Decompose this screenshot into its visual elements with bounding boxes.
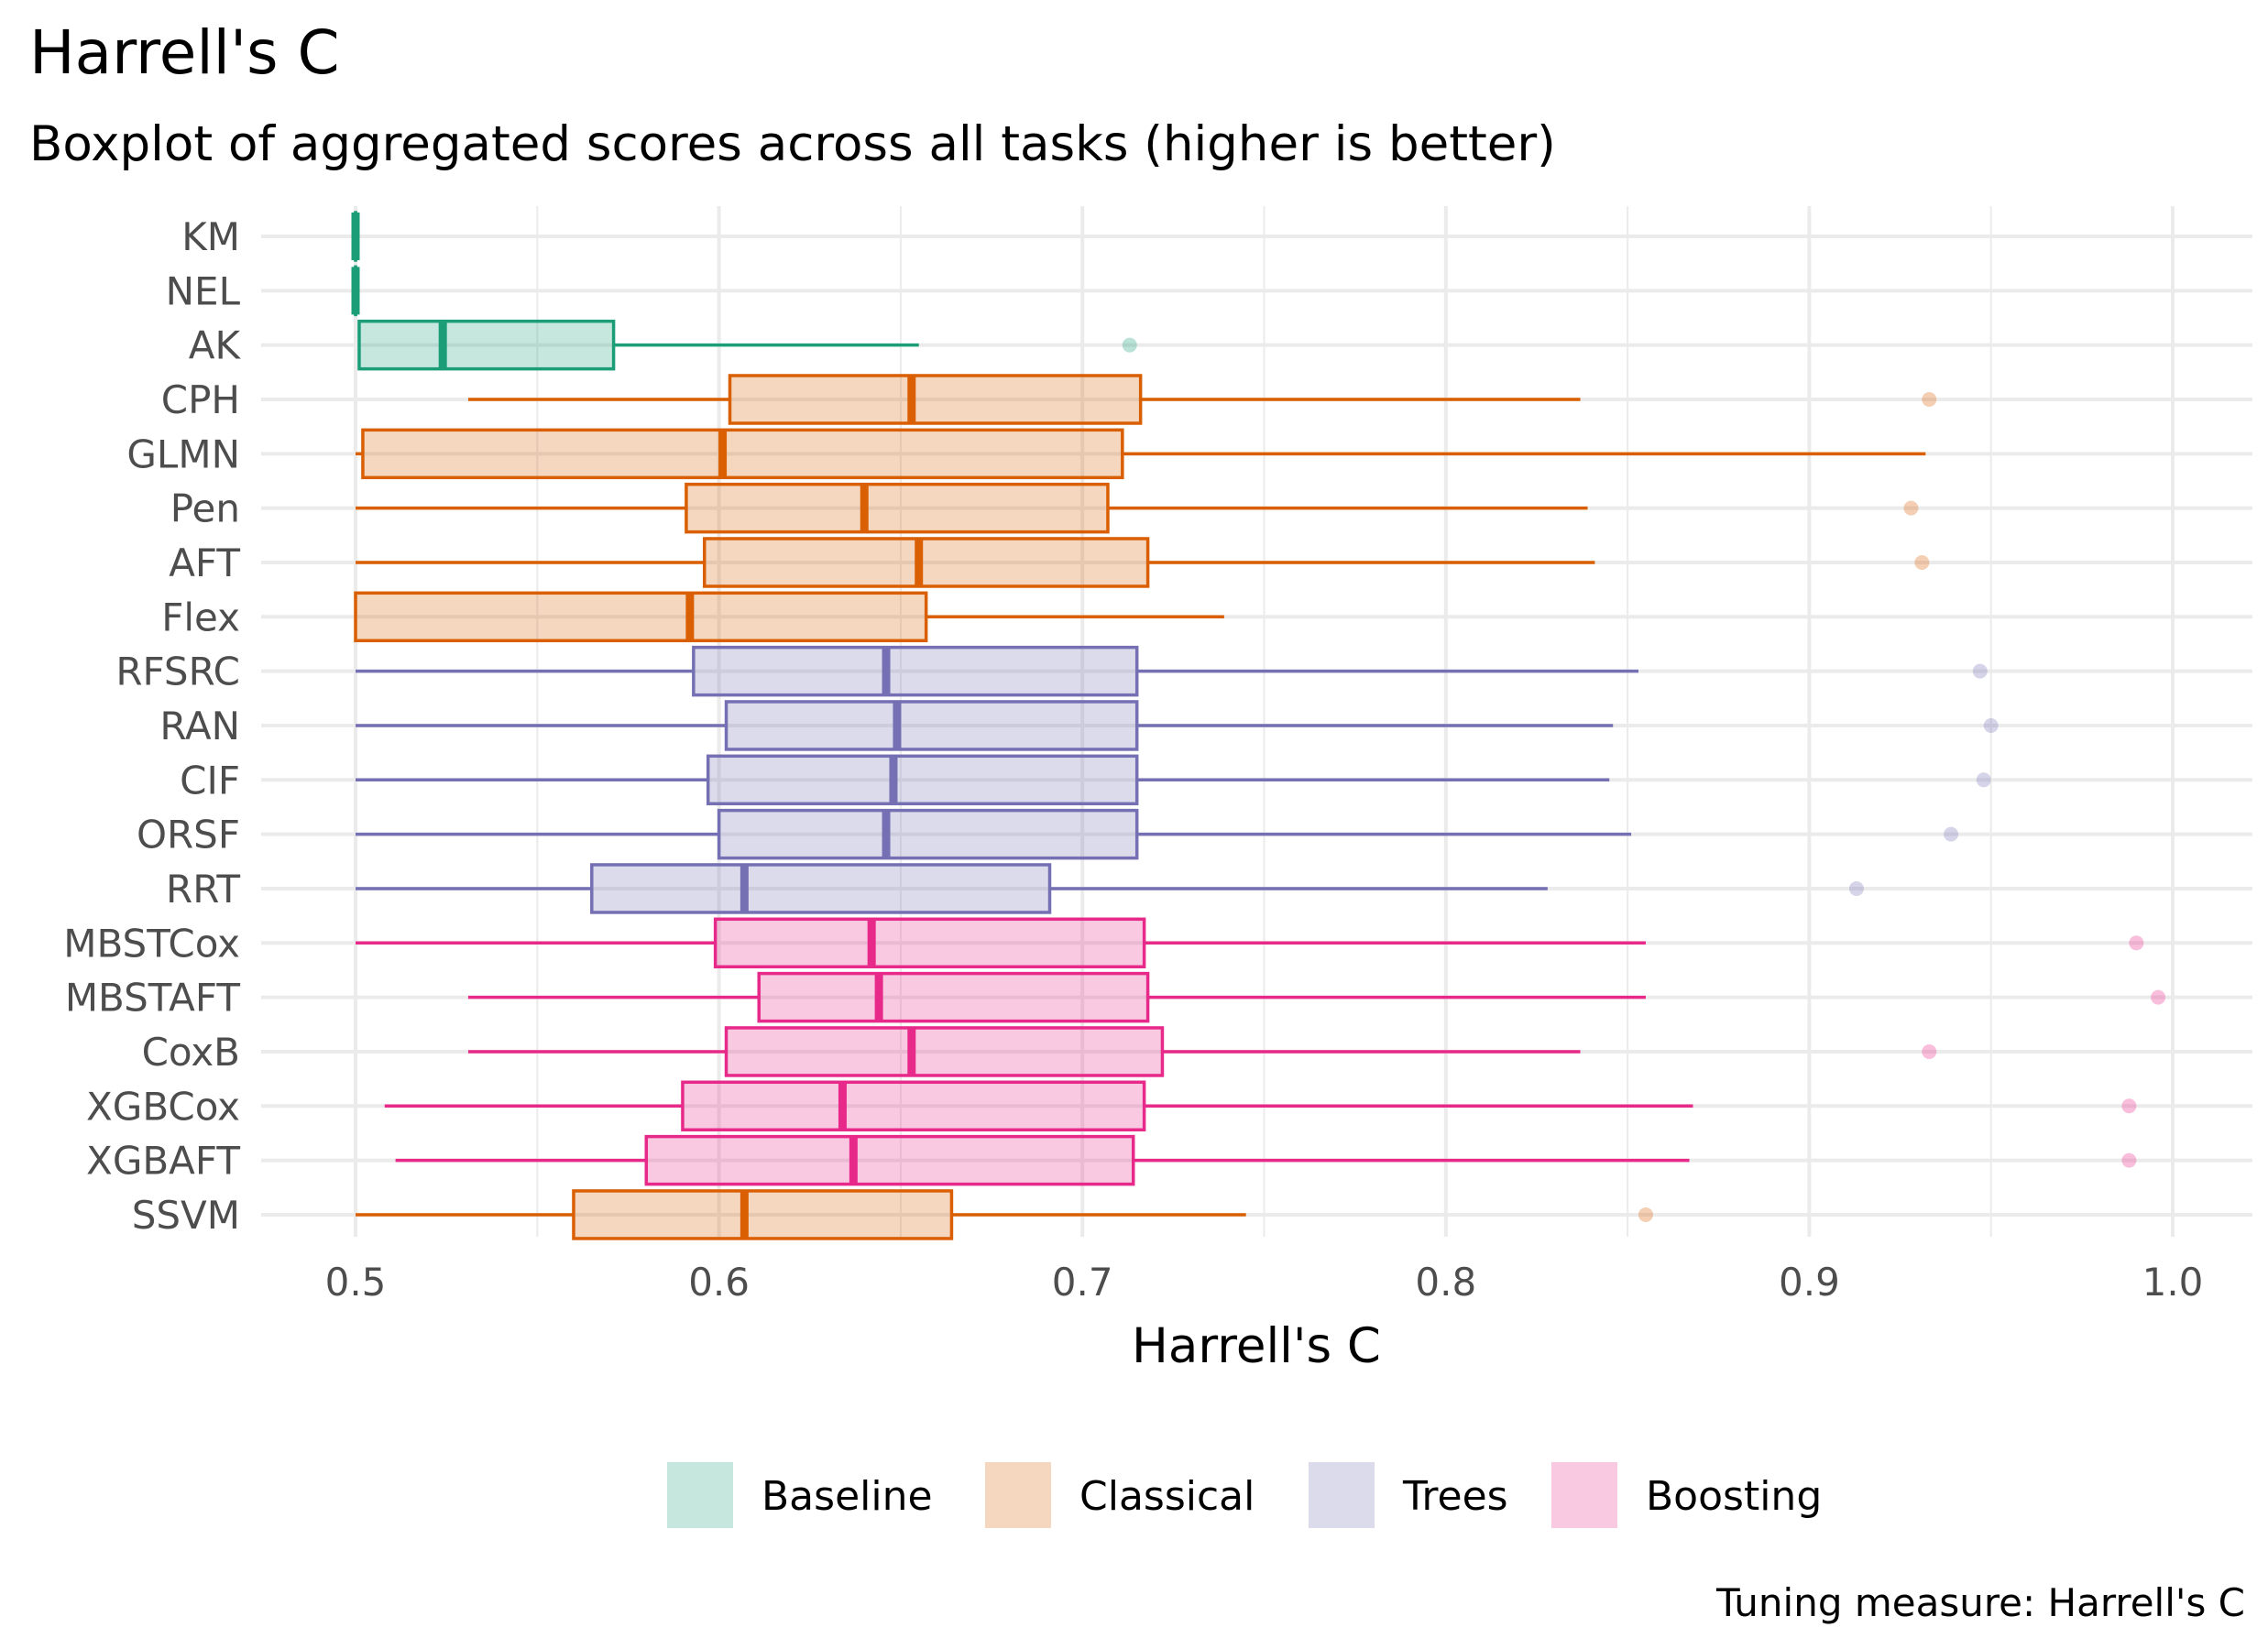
iqr-box — [717, 808, 1139, 860]
iqr-box — [724, 700, 1139, 751]
outlier-point — [1922, 1043, 1937, 1059]
box-ak — [357, 319, 1137, 371]
box-ssvm — [356, 1189, 1653, 1240]
legend-item-classical: Classical — [985, 1462, 1255, 1528]
legend-swatch — [985, 1462, 1051, 1528]
box-xgbaft — [395, 1134, 2137, 1186]
iqr-box — [713, 917, 1146, 969]
iqr-box — [706, 754, 1139, 806]
x-tick-label: 0.6 — [688, 1260, 750, 1305]
box-mbstaft — [467, 971, 2166, 1023]
legend-label: Trees — [1402, 1473, 1508, 1520]
iqr-box — [728, 374, 1143, 425]
legend-label: Classical — [1079, 1473, 1255, 1520]
iqr-box — [724, 1026, 1165, 1077]
x-axis-label: Harrell's C — [1132, 1318, 1381, 1374]
legend-swatch — [667, 1462, 733, 1528]
y-tick-label: CIF — [180, 758, 240, 803]
iqr-box — [692, 645, 1139, 697]
y-tick-label: KM — [181, 214, 240, 259]
outlier-point — [1638, 1207, 1653, 1222]
iqr-box — [702, 537, 1150, 588]
y-tick-label: SSVM — [132, 1193, 240, 1238]
box-aft — [356, 537, 1930, 588]
x-tick-labels: 0.5 0.6 0.7 0.8 0.9 1.0 — [325, 1260, 2204, 1305]
y-tick-label: CoxB — [142, 1030, 240, 1075]
outlier-point — [1903, 500, 1919, 516]
y-tick-label: NEL — [166, 268, 241, 313]
iqr-box — [354, 591, 928, 643]
legend-item-boosting: Boosting — [1551, 1462, 1822, 1528]
iqr-box — [361, 428, 1124, 480]
outlier-point — [2151, 989, 2166, 1005]
y-tick-label: XGBCox — [86, 1084, 240, 1129]
legend-swatch — [1309, 1462, 1375, 1528]
box-pen — [356, 482, 1919, 534]
box-layer — [351, 211, 2166, 1240]
box-rrt — [356, 863, 1864, 914]
box-glmn — [356, 428, 1926, 480]
x-tick-label: 0.5 — [325, 1260, 387, 1305]
y-tick-label: XGBAFT — [86, 1139, 240, 1184]
outlier-point — [2121, 1152, 2137, 1168]
outlier-point — [1944, 826, 1959, 842]
outlier-point — [1976, 772, 1991, 788]
iqr-box — [757, 971, 1150, 1023]
iqr-box — [572, 1189, 954, 1240]
y-tick-label: Pen — [170, 486, 240, 531]
outlier-point — [1122, 337, 1137, 353]
y-tick-label: RAN — [159, 704, 240, 748]
y-tick-label: RRT — [166, 867, 240, 912]
outlier-point — [1922, 391, 1937, 407]
iqr-box — [590, 863, 1052, 914]
outlier-point — [2129, 935, 2144, 951]
legend-swatch — [1551, 1462, 1617, 1528]
y-tick-label: RFSRC — [115, 650, 240, 694]
y-tick-label: GLMN — [126, 431, 240, 476]
box-flex — [354, 591, 1224, 643]
iqr-box — [644, 1134, 1135, 1186]
y-tick-label: AK — [189, 323, 242, 368]
box-coxb — [467, 1026, 1937, 1077]
box-cif — [356, 754, 1991, 806]
y-tick-labels: KM NEL AK CPH GLMN Pen AFT Flex RFSRC RAN CIF ORSF R… — [63, 214, 241, 1238]
chart-title: Harrell's C — [29, 17, 340, 88]
legend-item-trees: Trees — [1309, 1462, 1508, 1528]
outlier-point — [1914, 554, 1930, 570]
x-tick-label: 0.8 — [1415, 1260, 1476, 1305]
box-cph — [467, 374, 1937, 425]
iqr-box — [685, 482, 1110, 534]
x-tick-label: 0.9 — [1779, 1260, 1840, 1305]
y-tick-label: ORSF — [137, 813, 240, 857]
legend-label: Boosting — [1646, 1473, 1822, 1520]
box-orsf — [356, 808, 1959, 860]
chart-subtitle: Boxplot of aggregated scores across all … — [29, 116, 1556, 172]
outlier-point — [2121, 1098, 2137, 1114]
outlier-point — [1848, 880, 1864, 896]
y-tick-label: MBSTAFT — [65, 976, 241, 1021]
iqr-box — [357, 319, 616, 371]
box-ran — [356, 700, 1999, 751]
outlier-point — [1983, 717, 1999, 733]
x-tick-label: 0.7 — [1052, 1260, 1113, 1305]
legend: Baseline Classical Trees Boosting — [667, 1462, 1822, 1528]
box-mbstcox — [356, 917, 2144, 969]
chart-caption: Tuning measure: Harrell's C — [1715, 1580, 2245, 1625]
outlier-point — [1972, 663, 1988, 679]
y-tick-label: CPH — [161, 377, 240, 422]
box-xgbcox — [384, 1080, 2137, 1132]
x-tick-label: 1.0 — [2142, 1260, 2204, 1305]
y-tick-label: AFT — [169, 541, 240, 585]
y-tick-label: MBSTCox — [63, 921, 240, 966]
legend-label: Baseline — [761, 1473, 933, 1520]
legend-item-baseline: Baseline — [667, 1462, 933, 1528]
box-rfsrc — [356, 645, 1988, 697]
iqr-box — [681, 1080, 1146, 1132]
y-tick-label: Flex — [161, 595, 240, 639]
